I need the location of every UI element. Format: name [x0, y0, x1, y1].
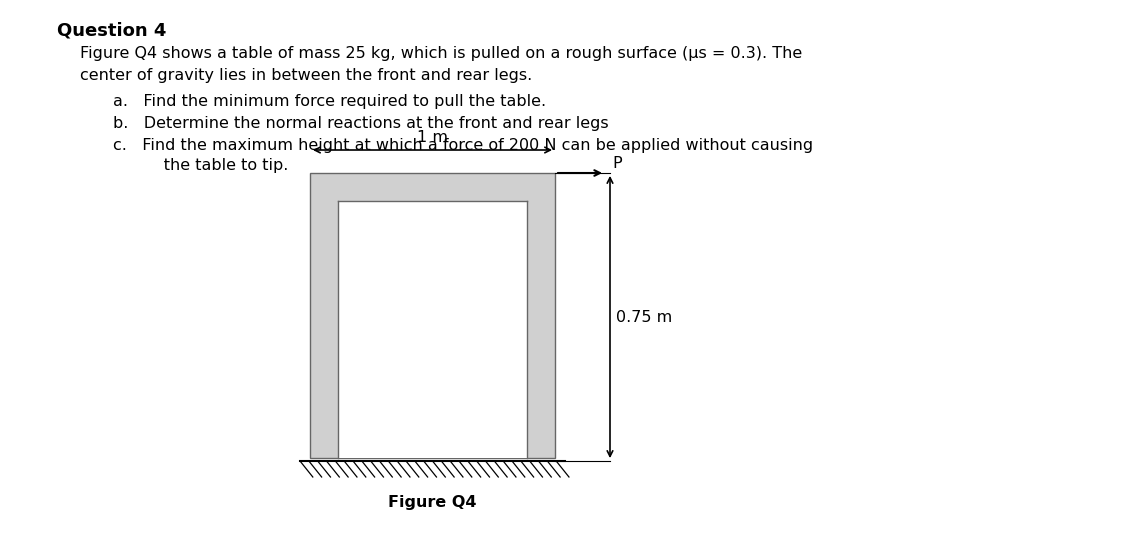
Text: 1 m: 1 m	[417, 130, 448, 145]
Text: Question 4: Question 4	[57, 21, 166, 39]
Bar	[310, 173, 555, 458]
Text: a.   Find the minimum force required to pull the table.: a. Find the minimum force required to pu…	[112, 94, 546, 109]
Text: Figure Q4 shows a table of mass 25 kg, which is pulled on a rough surface (μs = : Figure Q4 shows a table of mass 25 kg, w…	[80, 46, 802, 61]
Text: the table to tip.: the table to tip.	[133, 158, 288, 173]
Text: c.   Find the maximum height at which a force of 200 N can be applied without ca: c. Find the maximum height at which a fo…	[112, 138, 813, 153]
Text: P: P	[612, 156, 622, 171]
Bar	[338, 201, 526, 458]
Text: Figure Q4: Figure Q4	[388, 495, 477, 510]
Text: center of gravity lies in between the front and rear legs.: center of gravity lies in between the fr…	[80, 68, 532, 83]
Text: 0.75 m: 0.75 m	[616, 310, 673, 325]
Text: b.   Determine the normal reactions at the front and rear legs: b. Determine the normal reactions at the…	[112, 116, 609, 131]
